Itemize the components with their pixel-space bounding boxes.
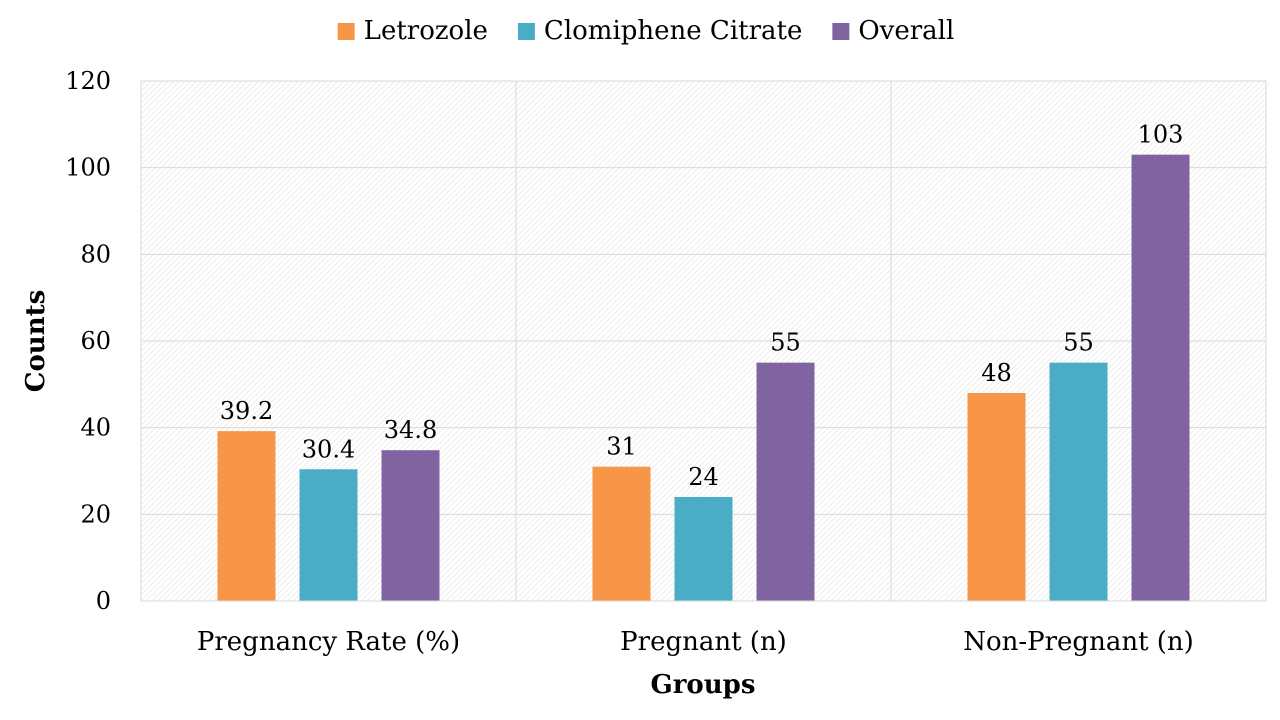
- y-tick-label: 60: [80, 327, 111, 355]
- y-tick-label: 0: [96, 587, 111, 615]
- legend: Letrozole Clomiphene Citrate Overall: [337, 16, 954, 46]
- legend-item: Letrozole: [337, 16, 488, 46]
- legend-label: Overall: [858, 16, 954, 46]
- data-label: 39.2: [220, 397, 273, 425]
- legend-swatch: [337, 23, 355, 40]
- data-label: 30.4: [302, 435, 355, 463]
- y-tick-label: 20: [80, 500, 111, 528]
- legend-swatch: [832, 23, 850, 40]
- bars: [217, 154, 1190, 601]
- bar-clomiphene-citrate: [674, 497, 733, 601]
- bar-overall: [1131, 154, 1190, 601]
- bar-overall: [756, 362, 815, 601]
- data-label: 24: [688, 463, 719, 491]
- legend-label: Clomiphene Citrate: [544, 16, 802, 46]
- y-tick-label: 100: [65, 154, 111, 182]
- data-label: 48: [981, 359, 1012, 387]
- legend-item: Overall: [832, 16, 954, 46]
- x-category-label: Pregnancy Rate (%): [197, 627, 460, 657]
- bar-letrozole: [967, 393, 1026, 601]
- legend-swatch: [517, 23, 535, 40]
- bar-overall: [381, 450, 440, 601]
- data-label: 55: [770, 329, 801, 357]
- x-axis-categories: Pregnancy Rate (%) Pregnant (n) Non-Pregna…: [197, 627, 1194, 657]
- bar-clomiphene-citrate: [1049, 362, 1108, 601]
- data-label: 55: [1063, 329, 1094, 357]
- y-axis-title: Counts: [21, 290, 51, 393]
- y-tick-label: 40: [80, 414, 111, 442]
- legend-label: Letrozole: [364, 16, 488, 46]
- x-category-label: Pregnant (n): [620, 627, 787, 657]
- bar-clomiphene-citrate: [299, 469, 358, 601]
- data-labels: 39.2 30.4 34.8 31 24 55 48 55 103: [220, 121, 1184, 491]
- legend-item: Clomiphene Citrate: [517, 16, 802, 46]
- bar-letrozole: [592, 466, 651, 601]
- x-axis-title: Groups: [651, 670, 756, 700]
- bar-letrozole: [217, 431, 276, 601]
- x-category-label: Non-Pregnant (n): [963, 627, 1194, 657]
- y-tick-label: 80: [80, 240, 111, 268]
- y-tick-label: 120: [65, 67, 111, 95]
- data-label: 103: [1138, 121, 1184, 149]
- data-label: 34.8: [384, 416, 437, 444]
- y-axis-ticks: 0 20 40 60 80 100 120: [65, 67, 111, 615]
- data-label: 31: [606, 433, 637, 461]
